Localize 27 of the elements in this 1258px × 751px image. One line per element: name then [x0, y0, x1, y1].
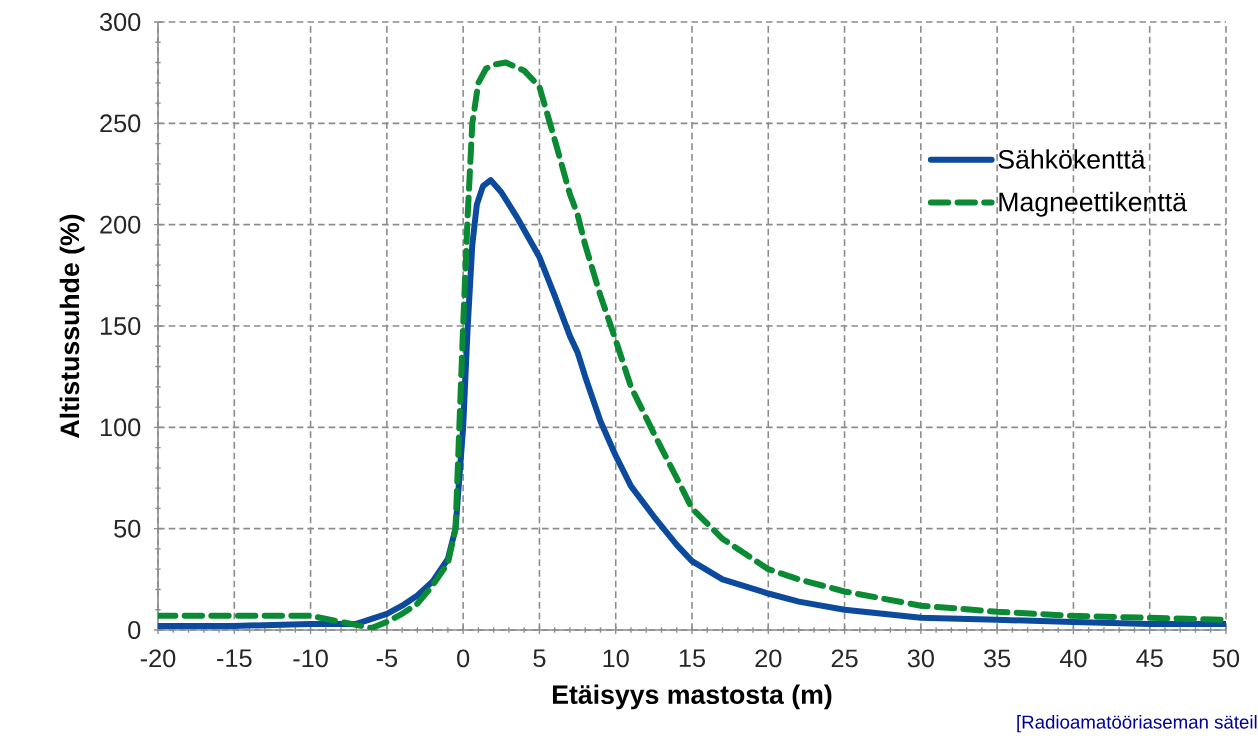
x-tick-label: 15: [679, 649, 706, 668]
x-axis-title: Etäisyys mastosta (m): [552, 684, 832, 710]
x-tick-label: -20: [140, 649, 176, 668]
x-tick-label: 45: [1136, 649, 1163, 668]
y-tick-label: 50: [114, 519, 141, 538]
y-tick-label: 150: [100, 317, 141, 335]
x-tick-label: -15: [217, 649, 252, 668]
x-tick-label: 5: [533, 649, 546, 668]
x-tick-label: 35: [984, 649, 1011, 668]
x-tick-label: 10: [603, 649, 629, 668]
x-tick-label: 40: [1059, 649, 1087, 668]
x-tick-label: 50: [1212, 649, 1240, 668]
legend-label: Magneettikenttä: [999, 191, 1187, 217]
x-tick-label: 25: [831, 649, 858, 668]
x-tick-label: -5: [376, 649, 398, 668]
legend-label: Sähkökenttä: [998, 149, 1146, 169]
y-tick-label: 250: [100, 114, 141, 133]
x-tick-label: 0: [457, 649, 470, 668]
y-tick-label: 100: [100, 418, 141, 437]
x-tick-label: 30: [907, 649, 934, 668]
y-tick-label: 200: [100, 215, 141, 234]
y-tick-label: 300: [99, 13, 141, 31]
x-tick-label: -10: [293, 649, 328, 668]
y-axis-title: Altistussuhde (%): [59, 214, 85, 438]
y-tick-label: 0: [128, 621, 141, 639]
text: [Radioamatööriaseman säteil: [1017, 714, 1257, 733]
x-tick-label: 20: [755, 649, 782, 668]
